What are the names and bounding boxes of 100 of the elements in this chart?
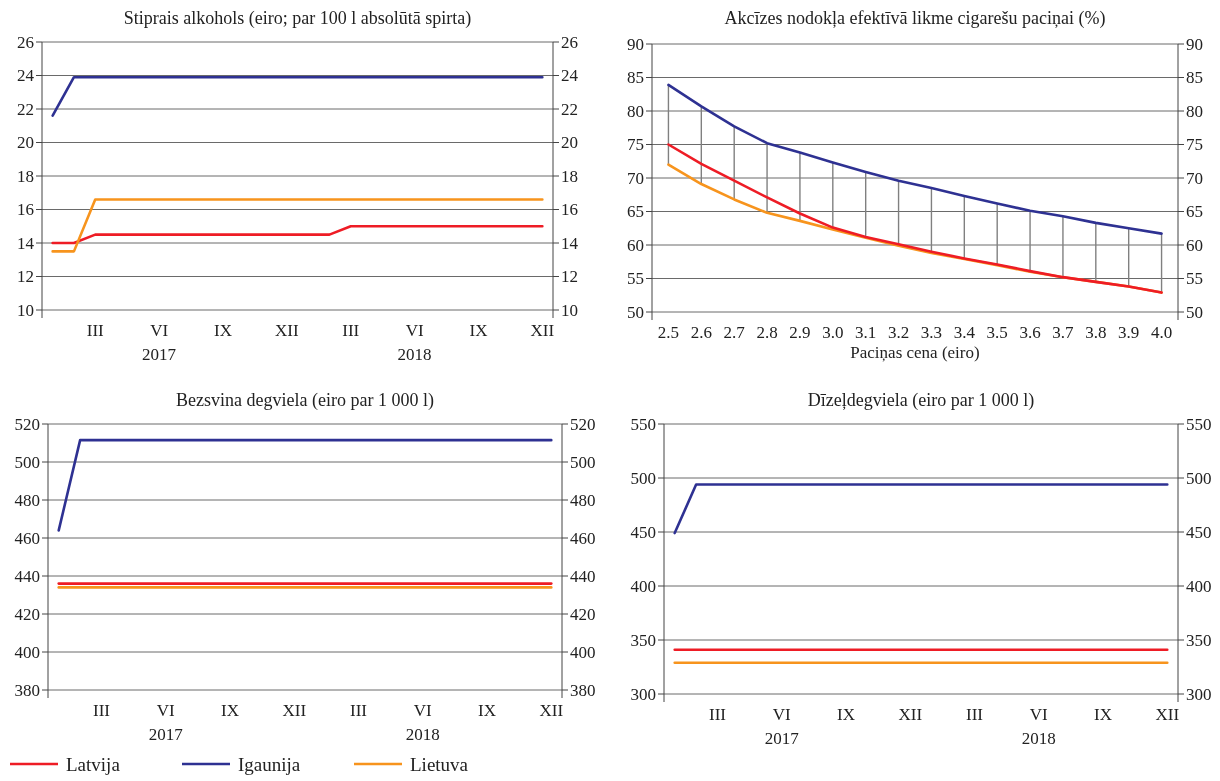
y2-tick-label: 60 [1186,235,1203,255]
y-tick-label: 60 [627,235,644,255]
x-tick-label: VI 2018 [1021,705,1056,748]
y2-tick-label: 450 [1186,522,1212,542]
y2-tick-label: 550 [1186,414,1212,434]
y2-tick-label: 300 [1186,684,1212,704]
x-tick-label: 3.5 [986,323,1008,342]
y2-tick-label: 18 [561,166,578,186]
legend-label: Latvija [66,753,121,775]
x-tick-label: 2.9 [789,323,811,342]
legend-label: Igaunija [238,753,301,775]
y-tick-label: 520 [14,414,40,434]
x-tick-label: XII [539,701,564,720]
y-tick-label: 80 [627,101,644,121]
y-tick-label: 480 [14,490,40,510]
y2-tick-label: 70 [1186,168,1203,188]
y-tick-label: 450 [630,522,656,542]
x-tick-label: VI 2018 [405,701,440,744]
x-tick-label: 3.3 [920,323,943,342]
y-tick-label: 12 [17,267,34,287]
y-tick-label: 65 [627,202,644,222]
y2-tick-label: 480 [570,490,596,510]
y-tick-label: 400 [14,642,40,662]
chart-title: Akcīzes nodokļa efektīvā likme cigarešu paciņai (%) [724,8,1106,29]
x-tick-label: 3.7 [1052,323,1075,342]
x-tick-label: VI 2017 [148,701,184,744]
x-tick-label: 2.8 [756,323,778,342]
y-tick-label: 14 [17,233,35,253]
x-tick-label: IX [1094,705,1113,724]
y-tick-label: 400 [630,576,656,596]
y-tick-label: 24 [17,66,35,86]
x-tick-label: XII [282,701,307,720]
y2-tick-label: 400 [1186,576,1212,596]
y-tick-label: 50 [627,302,644,322]
y2-tick-label: 16 [561,200,578,220]
y2-tick-label: 500 [570,452,596,472]
y-tick-label: 75 [627,135,644,155]
y-tick-label: 380 [14,680,40,700]
y-tick-label: 20 [17,133,34,153]
y2-tick-label: 26 [561,32,578,52]
y2-tick-label: 520 [570,414,596,434]
y-tick-label: 300 [630,684,656,704]
y2-tick-label: 380 [570,680,596,700]
y-tick-label: 16 [17,200,34,220]
chart-title: Stiprais alkohols (eiro; par 100 l absolūtā spirta) [123,8,472,29]
y2-tick-label: 420 [570,604,596,624]
x-tick-label: III [342,321,360,340]
y-tick-label: 420 [14,604,40,624]
y2-tick-label: 12 [561,267,578,287]
chart-title: Bezsvina degviela (eiro par 1 000 l) [176,390,434,411]
x-tick-label: III [966,705,984,724]
y-tick-label: 500 [14,452,40,472]
y2-tick-label: 10 [561,300,578,320]
y2-tick-label: 400 [570,642,596,662]
x-tick-label: XII [1155,705,1180,724]
x-tick-label: XII [898,705,923,724]
y2-tick-label: 65 [1186,202,1203,222]
x-tick-label: III [709,705,727,724]
y2-tick-label: 500 [1186,468,1212,488]
x-tick-label: 2.7 [723,323,746,342]
x-tick-label: III [86,321,105,340]
y2-tick-label: 85 [1186,68,1203,88]
chart-title: Dīzeļdegviela (eiro par 1 000 l) [807,390,1035,411]
y2-tick-label: 55 [1186,269,1203,289]
y-tick-label: 70 [627,168,644,188]
x-tick-label: IX [837,705,856,724]
y-tick-label: 440 [14,566,40,586]
y-tick-label: 85 [627,68,644,88]
x-tick-label: III [350,701,368,720]
x-tick-label: XII [275,321,299,340]
y2-tick-label: 350 [1186,630,1212,650]
x-tick-label: IX [469,321,488,340]
y2-tick-label: 24 [561,66,579,86]
legend-label: Lietuva [410,753,469,775]
x-tick-label: 3.2 [887,323,910,342]
x-tick-label: IX [214,321,232,340]
x-tick-label: 3.9 [1118,323,1140,342]
y2-tick-label: 460 [570,528,596,548]
y2-tick-label: 75 [1186,135,1203,155]
x-tick-label: 4.0 [1150,323,1173,342]
y-tick-label: 350 [630,630,656,650]
x-tick-label: VI 2017 [142,321,177,364]
y-tick-label: 22 [17,99,34,119]
y-tick-label: 18 [17,166,34,186]
x-tick-label: VI 2018 [397,321,432,364]
y2-tick-label: 14 [561,233,579,253]
x-tick-label: 2.5 [657,323,680,342]
y2-tick-label: 90 [1186,34,1203,54]
x-tick-label: VI 2017 [764,705,800,748]
x-tick-label: 3.4 [953,323,976,342]
x-tick-label: 3.0 [822,323,844,342]
y-tick-label: 26 [17,32,34,52]
y-tick-label: 10 [17,300,34,320]
y-tick-label: 55 [627,269,644,289]
x-tick-label: 3.8 [1085,323,1107,342]
x-tick-label: 3.1 [855,323,877,342]
x-tick-label: 2.6 [690,323,712,342]
y-tick-label: 460 [14,528,40,548]
y2-tick-label: 20 [561,133,578,153]
y-tick-label: 90 [627,34,644,54]
